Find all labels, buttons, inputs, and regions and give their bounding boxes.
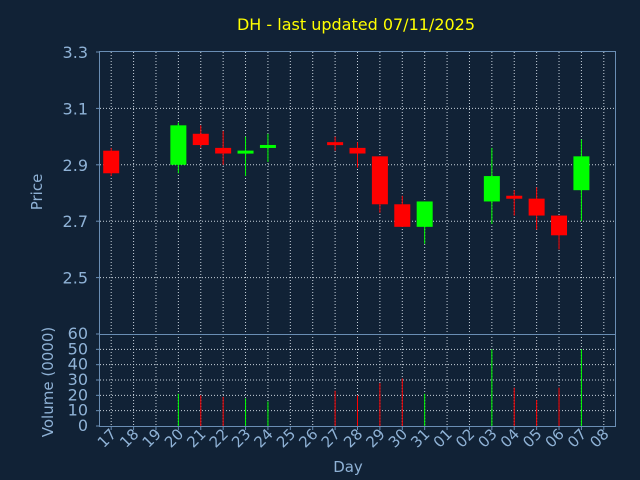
- volume-tick-label: 10: [68, 401, 88, 420]
- volume-tick-label: 0: [78, 416, 88, 435]
- candle-body: [528, 198, 545, 216]
- candle-body: [573, 156, 590, 191]
- volume-tick-label: 20: [68, 385, 88, 404]
- price-axis-label: Price: [28, 174, 46, 211]
- candle-body: [103, 150, 120, 174]
- price-tick-label: 3.1: [63, 99, 88, 118]
- candle-body: [506, 195, 523, 199]
- volume-tick-label: 30: [68, 370, 88, 389]
- volume-axis-label: Volume (0000): [39, 327, 57, 437]
- candle-body: [192, 133, 209, 146]
- candle-body: [170, 125, 187, 165]
- candle-body: [371, 156, 388, 205]
- candle-body: [237, 150, 254, 154]
- x-ticks: 1718192021222324252627282930310102030405…: [94, 425, 613, 451]
- price-tick-label: 2.9: [63, 156, 88, 175]
- candle-body: [215, 147, 232, 154]
- candle-body: [327, 142, 344, 146]
- chart-title: DH - last updated 07/11/2025: [237, 15, 475, 34]
- price-tick-label: 2.5: [63, 269, 88, 288]
- candle-body: [416, 201, 433, 227]
- volume-bars: [177, 349, 582, 426]
- x-axis-label: Day: [333, 458, 363, 476]
- price-tick-label: 3.3: [63, 43, 88, 62]
- volume-tick-label: 60: [68, 324, 88, 343]
- candle-body: [259, 144, 276, 148]
- price-tick-label: 2.7: [63, 212, 88, 231]
- candle-body: [394, 204, 411, 227]
- candles: [103, 122, 590, 250]
- candle-body: [551, 215, 568, 236]
- volume-tick-label: 40: [68, 355, 88, 374]
- price-y-ticks: 3.3 3.1 2.9 2.7 2.5: [63, 43, 100, 288]
- volume-panel-frame: [99, 334, 616, 427]
- volume-grid: [100, 334, 615, 426]
- candle-body: [483, 176, 500, 202]
- candle-body: [349, 147, 366, 154]
- volume-tick-label: 50: [68, 339, 88, 358]
